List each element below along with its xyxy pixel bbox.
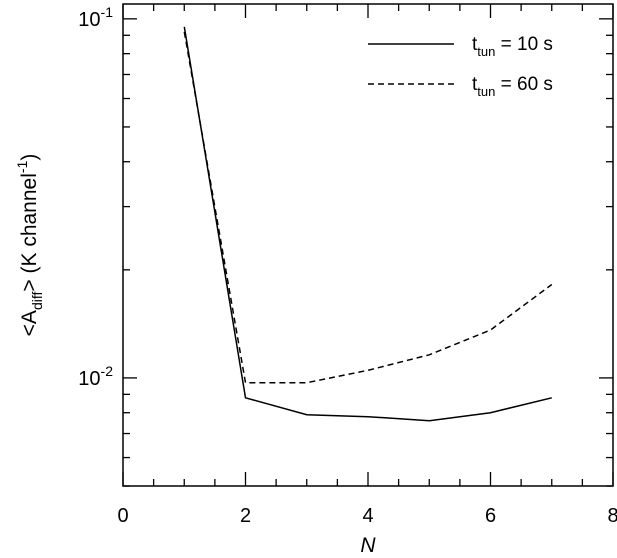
y-tick-label: 10-1 xyxy=(78,4,113,31)
tick-labels: 0 2 4 6 8 10-1 10-2 xyxy=(78,4,617,527)
y-label-middle: > (K channel xyxy=(18,173,41,292)
axis-ticks xyxy=(122,4,614,487)
y-axis-label: <Adiff> (K channel-1) xyxy=(14,154,45,337)
x-tick-label: 6 xyxy=(485,505,496,527)
x-tick-label: 2 xyxy=(240,505,251,527)
legend: ttun = 10 s ttun = 60 s xyxy=(368,34,553,99)
series-layer xyxy=(183,26,553,422)
legend-label-1: ttun = 10 s xyxy=(472,34,553,59)
x-tick-label: 4 xyxy=(362,505,373,527)
y-tick-label: 10-2 xyxy=(78,363,113,390)
x-axis-label: N xyxy=(360,534,376,557)
y-label-sup: -1 xyxy=(14,160,30,173)
y-label-open: <A xyxy=(18,310,41,336)
legend-label-2: ttun = 60 s xyxy=(472,74,553,99)
x-tick-label: 8 xyxy=(607,505,617,527)
series-line-1 xyxy=(183,26,552,422)
y-label-sub: diff xyxy=(29,292,45,311)
x-tick-label: 0 xyxy=(117,505,128,527)
y-label-close: ) xyxy=(18,154,41,161)
